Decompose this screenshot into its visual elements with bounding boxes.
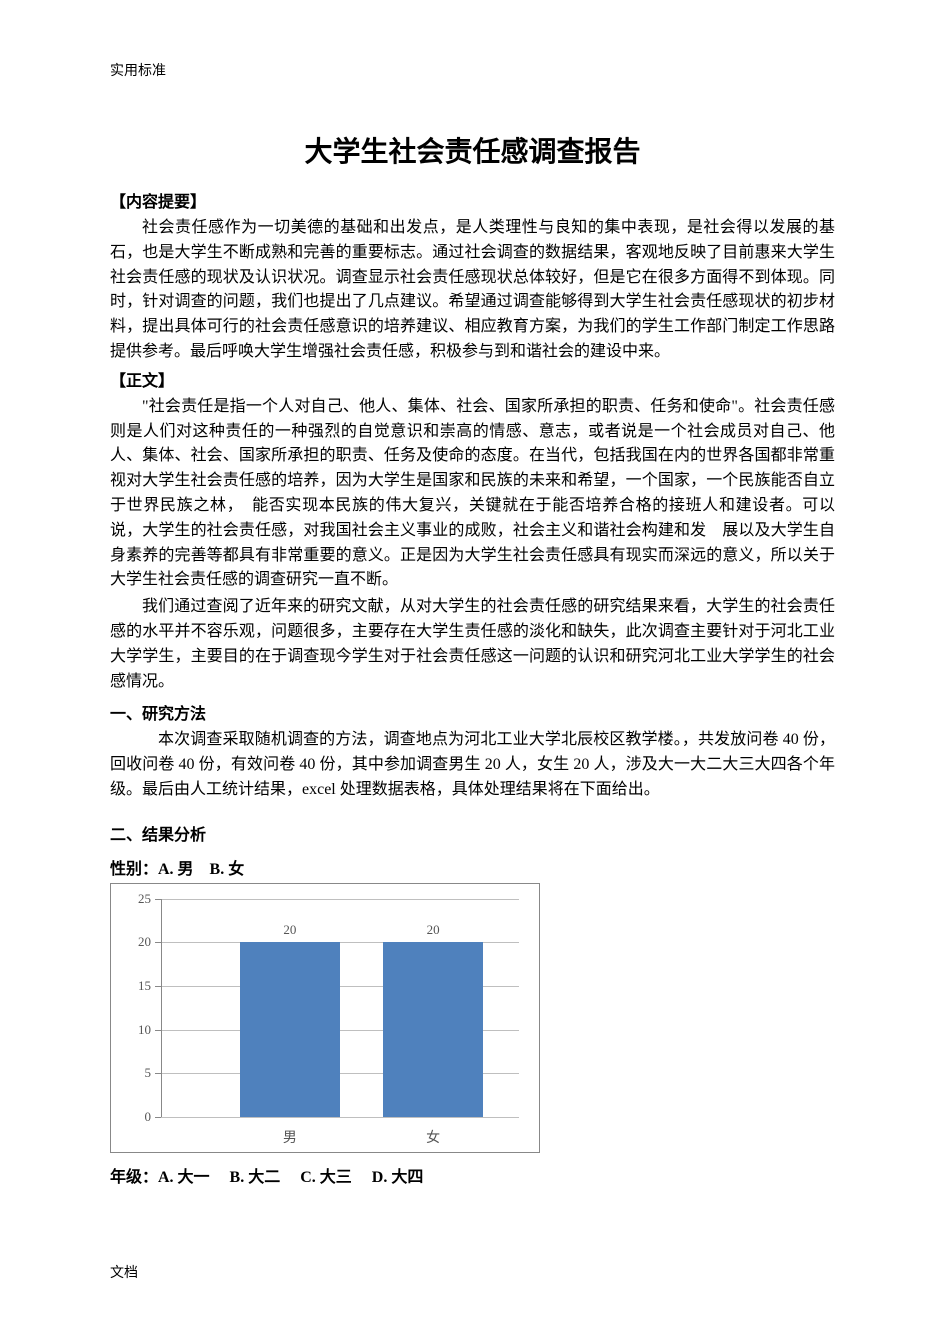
chart-y-axis	[161, 899, 162, 1117]
header-label: 实用标准	[110, 60, 835, 80]
chart-bar-value: 20	[427, 922, 440, 942]
chart-ylabel: 25	[138, 891, 161, 907]
chart-ylabel: 15	[138, 978, 161, 994]
gender-bar-chart: 051015202520男20女	[110, 883, 540, 1153]
section-methods-label: 一、研究方法	[110, 700, 835, 724]
chart-ylabel: 0	[145, 1109, 162, 1125]
abstract-paragraph: 社会责任感作为一切美德的基础和出发点，是人类理性与良知的集中表现，是社会得以发展…	[110, 216, 835, 365]
footer-label: 文档	[110, 1262, 138, 1282]
body-paragraph-2: 我们通过查阅了近年来的研究文献，从对大学生的社会责任感的研究结果来看，大学生的社…	[110, 595, 835, 694]
abstract-label: 【内容提要】	[110, 188, 835, 212]
chart-bar-value: 20	[283, 922, 296, 942]
document-title: 大学生社会责任感调查报告	[110, 130, 835, 170]
methods-paragraph: 本次调查采取随机调查的方法，调查地点为河北工业大学北辰校区教学楼。，共发放问卷 …	[110, 728, 835, 802]
chart-bar: 20	[383, 942, 483, 1116]
chart-ylabel: 20	[138, 934, 161, 950]
document-page: 实用标准 大学生社会责任感调查报告 【内容提要】 社会责任感作为一切美德的基础和…	[0, 0, 945, 1229]
question-grade-label: 年级：A. 大一 B. 大二 C. 大三 D. 大四	[110, 1163, 835, 1187]
body-paragraph-1: "社会责任是指一个人对自己、他人、集体、社会、国家所承担的职责、任务和使命"。社…	[110, 395, 835, 593]
chart-gridline	[161, 899, 519, 900]
chart-xlabel: 男	[283, 1117, 297, 1147]
chart-bar: 20	[240, 942, 340, 1116]
section-results-label: 二、结果分析	[110, 821, 835, 845]
body-label: 【正文】	[110, 367, 835, 391]
chart-ylabel: 5	[145, 1065, 162, 1081]
question-gender-label: 性别：A. 男 B. 女	[110, 855, 835, 879]
chart-xlabel: 女	[426, 1117, 440, 1147]
chart-gridline	[161, 1117, 519, 1118]
chart-ylabel: 10	[138, 1022, 161, 1038]
